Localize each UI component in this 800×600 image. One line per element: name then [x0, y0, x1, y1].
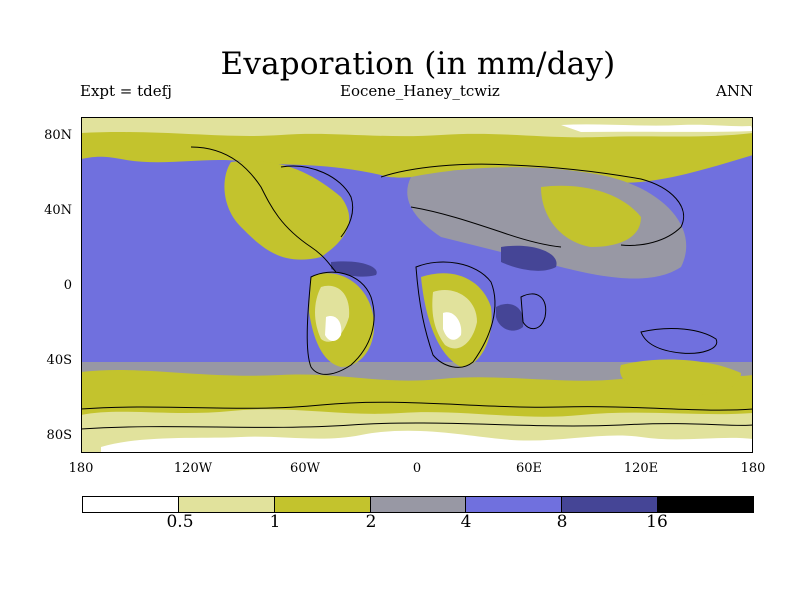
band-05-1-north — [81, 117, 753, 138]
lon-label-0: 0 — [412, 461, 422, 476]
band-0-05-north — [561, 124, 753, 132]
band-8-16-indian-south — [496, 303, 524, 331]
lat-label-80n: 80N — [44, 128, 72, 143]
lon-label-60e: 60E — [515, 461, 543, 476]
colorbar-label-4: 4 — [460, 512, 472, 532]
lon-label-180e: 180 — [740, 461, 766, 476]
colorbar-segment-2 — [178, 497, 275, 512]
colorbar — [82, 496, 754, 513]
land-australia-antarctic — [620, 359, 741, 397]
evaporation-map — [81, 117, 753, 453]
colorbar-label-16: 16 — [646, 512, 668, 532]
band-8-16-indian — [501, 245, 557, 271]
lon-label-120w: 120W — [173, 461, 213, 476]
colorbar-segment-7 — [658, 497, 754, 512]
lon-label-120e: 120E — [623, 461, 659, 476]
land-africa-white — [443, 312, 462, 340]
colorbar-segment-6 — [562, 497, 659, 512]
lon-label-180w: 180 — [68, 461, 94, 476]
lat-label-0: 0 — [63, 278, 72, 293]
band-0-05-south — [101, 430, 753, 453]
season-label: ANN — [716, 82, 754, 100]
colorbar-label-2: 2 — [365, 512, 377, 532]
land-eurasia — [407, 167, 687, 279]
land-asia-dry — [541, 185, 641, 247]
colorbar-label-8: 8 — [556, 512, 568, 532]
map-title: Evaporation (in mm/day) — [220, 46, 616, 82]
experiment-label: Expt = tdefj — [80, 82, 172, 100]
lat-label-40s: 40S — [46, 353, 72, 368]
colorbar-segment-5 — [466, 497, 563, 512]
colorbar-segment-1 — [83, 497, 179, 512]
lat-label-40n: 40N — [44, 203, 72, 218]
lon-label-60w: 60W — [290, 461, 320, 476]
colorbar-segment-3 — [274, 497, 371, 512]
case-label: Eocene_Haney_tcwiz — [340, 82, 500, 100]
coastlines — [81, 146, 753, 430]
land-south-america-white — [325, 316, 342, 341]
colorbar-label-1: 1 — [269, 512, 281, 532]
colorbar-label-05: 0.5 — [166, 512, 194, 532]
lat-label-80s: 80S — [46, 428, 72, 443]
colorbar-segment-4 — [370, 497, 467, 512]
land-north-america — [224, 161, 350, 260]
